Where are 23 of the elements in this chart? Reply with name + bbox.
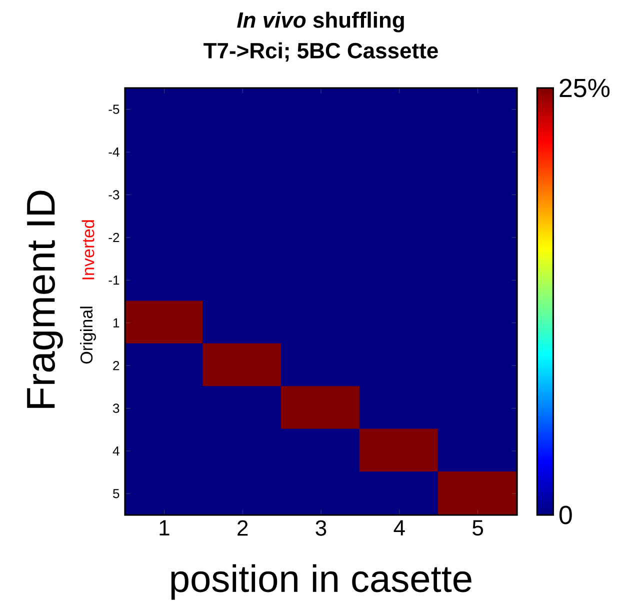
- y-tick-label: -1: [108, 276, 120, 285]
- chart-title: In vivo shuffling: [237, 12, 404, 32]
- x-tick-label: 5: [472, 520, 484, 536]
- y-axis-title: Fragment ID: [27, 190, 63, 408]
- y-tick-label: -4: [108, 148, 120, 157]
- y-tick-label: 5: [113, 489, 120, 498]
- chart-subtitle: T7->Rci; 5BC Cassette: [204, 42, 438, 62]
- y-tick-label: -5: [108, 104, 120, 114]
- color-bar-label: 0: [559, 506, 572, 524]
- y-tick-label: -2: [108, 232, 120, 242]
- y-tick-label: 1: [113, 318, 120, 328]
- y-tick-label: 4: [112, 446, 120, 456]
- y-tick-label: -3: [108, 190, 120, 200]
- text: Inverted: [82, 220, 94, 280]
- y-tick-label: 2: [113, 360, 120, 370]
- y-tick-label: 3: [112, 404, 120, 413]
- x-tick-label: 3: [316, 520, 326, 536]
- x-tick-label: 2: [238, 520, 248, 536]
- x-tick-label: 4: [394, 520, 405, 536]
- text: Original: [80, 306, 96, 364]
- x-axis-title: position in casette: [171, 564, 472, 600]
- color-bar-label: 25%: [560, 78, 610, 98]
- x-tick-label: 1: [160, 520, 170, 536]
